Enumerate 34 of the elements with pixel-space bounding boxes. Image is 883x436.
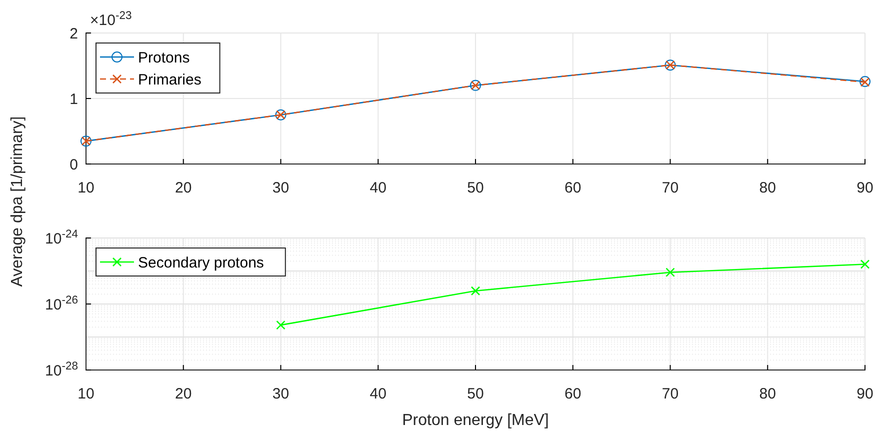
point — [276, 320, 286, 330]
x-tick-label: 40 — [370, 386, 386, 403]
y-tick-label: 0 — [70, 156, 78, 174]
x-tick-label: 80 — [759, 386, 776, 403]
x-tick-label: 60 — [564, 386, 582, 403]
y-tick-label: 2 — [70, 25, 78, 42]
text: ×10$^{-23}$ — [90, 10, 132, 29]
y-tick-label: 10$^{-26}$ — [45, 294, 78, 314]
x-tick-label: 90 — [856, 386, 874, 403]
x-axis-title: Proton energy [MeV] — [402, 412, 549, 429]
legend-label: Protons — [138, 49, 190, 66]
x-tick-label: 90 — [856, 180, 874, 197]
y-axis-title: Average dpa [1/primary] — [9, 116, 26, 287]
x-tick-label: 30 — [272, 386, 290, 403]
x-tick-label: 50 — [467, 386, 484, 403]
x-tick-label: 80 — [759, 180, 776, 197]
point — [666, 268, 675, 277]
point — [860, 260, 870, 269]
x-tick-label: 30 — [272, 180, 290, 197]
y-tick-label: 10$^{-24}$ — [45, 228, 78, 248]
x-tick-label: 50 — [467, 180, 484, 197]
y-tick-label: 10$^{-28}$ — [45, 360, 78, 380]
y-tick-label: 1 — [70, 90, 78, 108]
x-tick-label: 10 — [78, 180, 94, 197]
legend-label: Secondary protons — [138, 254, 264, 272]
x-tick-label: 70 — [662, 386, 679, 403]
legend-label: Primaries — [138, 71, 202, 88]
point — [470, 286, 480, 296]
x-tick-label: 60 — [564, 180, 582, 197]
x-tick-label: 20 — [175, 180, 192, 197]
x-tick-label: 10 — [78, 386, 94, 403]
x-tick-label: 40 — [370, 180, 386, 197]
x-tick-label: 70 — [662, 180, 679, 197]
x-tick-label: 20 — [175, 386, 192, 403]
